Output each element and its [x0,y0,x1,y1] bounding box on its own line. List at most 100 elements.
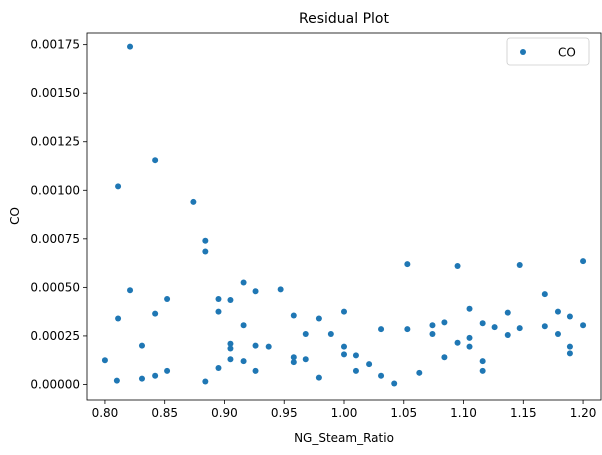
data-point [541,323,548,330]
data-point [341,343,347,350]
data-point [516,262,523,269]
data-point [441,319,448,326]
data-point [127,287,134,294]
data-point [240,322,247,329]
data-point [227,345,234,352]
data-point [341,308,347,315]
data-point [580,258,587,265]
data-point [202,378,209,385]
data-point [152,157,159,164]
data-point [252,367,259,374]
y-tick-label: 0.00175 [30,38,80,52]
data-point [341,351,347,358]
data-point [504,331,511,338]
data-point [566,350,573,357]
data-point [101,357,108,364]
data-point [202,237,209,244]
x-tick-label: 0.85 [151,406,178,420]
data-point [580,322,587,329]
data-point [516,325,523,332]
data-point [252,342,259,349]
data-point [215,364,222,371]
data-point [138,375,145,382]
data-point [554,330,561,337]
data-point [429,322,436,329]
data-point [302,356,309,363]
plot-area [101,43,587,387]
data-point [352,352,359,359]
data-point [290,354,297,361]
data-point [466,334,473,341]
x-tick-label: 1.10 [450,406,477,420]
y-axis: 0.00000 0.00025 0.00050 0.00075 0.00100 0.001… [30,38,87,391]
data-point [479,320,486,327]
data-point [115,183,122,190]
data-point [491,324,498,331]
y-axis-label: CO [8,207,22,225]
data-point [215,296,222,303]
data-point [315,374,322,381]
x-tick-label: 0.95 [271,406,298,420]
data-point [152,310,159,317]
data-point [429,330,436,337]
data-point [290,312,297,319]
data-point [227,296,234,303]
data-point [302,330,309,337]
x-axis: 0.80 0.85 0.90 0.95 1.00 1.05 1.10 1.15 1.20 [92,400,597,420]
data-point [152,372,159,379]
x-axis-label: NG_Steam_Ratio [294,431,394,445]
data-point [327,330,334,337]
data-point [454,339,461,346]
data-point [190,198,197,205]
data-point [290,359,297,366]
y-tick-label: 0.00075 [30,232,80,246]
data-point [416,369,423,376]
data-point [227,356,234,363]
data-point [541,291,548,298]
legend-box [506,37,590,66]
y-tick-label: 0.00150 [30,86,80,100]
x-tick-label: 1.00 [331,406,358,420]
x-tick-label: 1.20 [570,406,597,420]
data-point [240,279,247,286]
legend-label: CO [558,46,576,60]
data-point [277,286,284,293]
data-point [215,308,222,315]
data-point [164,367,171,374]
data-point [454,263,461,270]
data-point [479,367,486,374]
data-point [404,261,411,268]
y-tick-label: 0.00125 [30,135,80,149]
data-point [252,288,259,295]
legend-marker [520,49,526,55]
data-point [352,367,359,374]
data-point [378,326,385,333]
x-tick-label: 1.15 [510,406,537,420]
data-point [202,248,209,255]
data-point [566,313,573,320]
data-point [479,358,486,365]
data-point [378,372,385,379]
data-point [504,309,511,316]
data-point [466,343,473,350]
x-tick-label: 0.90 [211,406,238,420]
data-point [466,305,473,312]
data-point [113,377,120,384]
data-point [441,354,448,361]
legend: CO [506,37,590,66]
data-point [554,308,561,315]
data-point [240,358,247,365]
y-tick-label: 0.00100 [30,183,80,197]
data-point [138,342,145,349]
y-tick-label: 0.00000 [30,377,80,391]
data-point [366,361,373,368]
y-tick-label: 0.00050 [30,280,80,294]
data-point [265,343,272,350]
data-point [391,380,398,387]
data-point [404,326,411,333]
x-tick-label: 0.80 [92,406,119,420]
data-point [115,315,122,322]
y-tick-label: 0.00025 [30,329,80,343]
